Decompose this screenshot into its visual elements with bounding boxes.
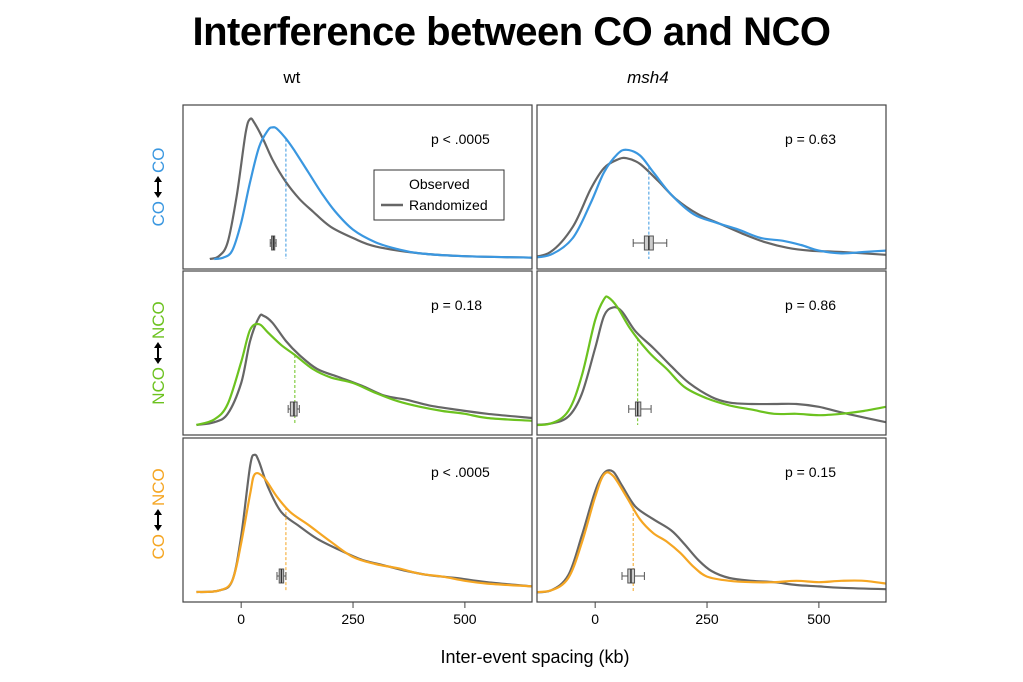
randomized-density-line bbox=[209, 117, 532, 261]
double-arrow-head bbox=[154, 358, 162, 364]
panel-frame bbox=[536, 437, 887, 603]
x-tick-label: 250 bbox=[695, 611, 719, 627]
panel-frame bbox=[536, 270, 887, 436]
randomized-density-line bbox=[537, 306, 886, 426]
p-value-label: p < .0005 bbox=[431, 131, 490, 147]
panel-nco_nco-wt bbox=[196, 313, 532, 427]
row-label-first: CO bbox=[149, 534, 168, 560]
row-label-second: NCO bbox=[149, 301, 168, 339]
double-arrow-icon bbox=[154, 342, 162, 364]
row-label-first: CO bbox=[149, 201, 168, 227]
panel-frame bbox=[182, 437, 533, 603]
x-tick-label: 500 bbox=[453, 611, 477, 627]
panel-co_nco-wt bbox=[196, 453, 532, 594]
panel-frame bbox=[536, 104, 887, 270]
observed-density-line bbox=[214, 126, 532, 261]
x-tick-label: 0 bbox=[591, 611, 599, 627]
panel-co_co-msh4 bbox=[537, 148, 886, 259]
row-label-co_nco: CO NCO bbox=[149, 468, 168, 559]
panel-frame bbox=[182, 104, 533, 270]
row-label-co_co: CO CO bbox=[149, 148, 168, 227]
double-arrow-icon bbox=[154, 509, 162, 531]
column-header-wt: wt bbox=[282, 68, 300, 87]
legend-box bbox=[373, 169, 505, 221]
p-value-label: p = 0.18 bbox=[431, 297, 482, 313]
observed-density-line bbox=[537, 295, 886, 427]
x-tick-label: 250 bbox=[341, 611, 365, 627]
panel-co_nco-msh4 bbox=[537, 469, 886, 594]
row-label-nco_nco: NCO NCO bbox=[149, 301, 168, 405]
legend-randomized-label: Randomized bbox=[409, 197, 488, 213]
x-tick-label: 500 bbox=[807, 611, 831, 627]
x-axis-label: Inter-event spacing (kb) bbox=[440, 647, 629, 667]
randomized-density-line bbox=[537, 156, 886, 258]
double-arrow-head bbox=[154, 525, 162, 531]
column-header-msh4: msh4 bbox=[627, 68, 669, 87]
p-value-label: p = 0.63 bbox=[785, 131, 836, 147]
legend-observed-label: Observed bbox=[409, 176, 470, 192]
observed-density-line bbox=[196, 471, 532, 594]
double-arrow-head bbox=[154, 509, 162, 515]
row-label-second: CO bbox=[149, 148, 168, 174]
observed-density-line bbox=[537, 471, 886, 594]
panel-co_co-wt bbox=[209, 117, 532, 261]
randomized-density-line bbox=[537, 469, 886, 594]
randomized-density-line bbox=[196, 313, 532, 427]
row-label-first: NCO bbox=[149, 367, 168, 405]
p-value-label: p < .0005 bbox=[431, 464, 490, 480]
double-arrow-icon bbox=[154, 176, 162, 198]
panel-nco_nco-msh4 bbox=[537, 295, 886, 427]
double-arrow-head bbox=[154, 176, 162, 182]
double-arrow-head bbox=[154, 342, 162, 348]
observed-density-line bbox=[537, 148, 886, 259]
legend: Observed Randomized bbox=[373, 169, 505, 221]
x-tick-label: 0 bbox=[237, 611, 245, 627]
observed-density-line bbox=[196, 322, 532, 427]
panel-frame bbox=[182, 270, 533, 436]
p-value-label: p = 0.15 bbox=[785, 464, 836, 480]
row-label-second: NCO bbox=[149, 468, 168, 506]
chart-title: Interference between CO and NCO bbox=[192, 10, 831, 54]
double-arrow-head bbox=[154, 192, 162, 198]
p-value-label: p = 0.86 bbox=[785, 297, 836, 313]
